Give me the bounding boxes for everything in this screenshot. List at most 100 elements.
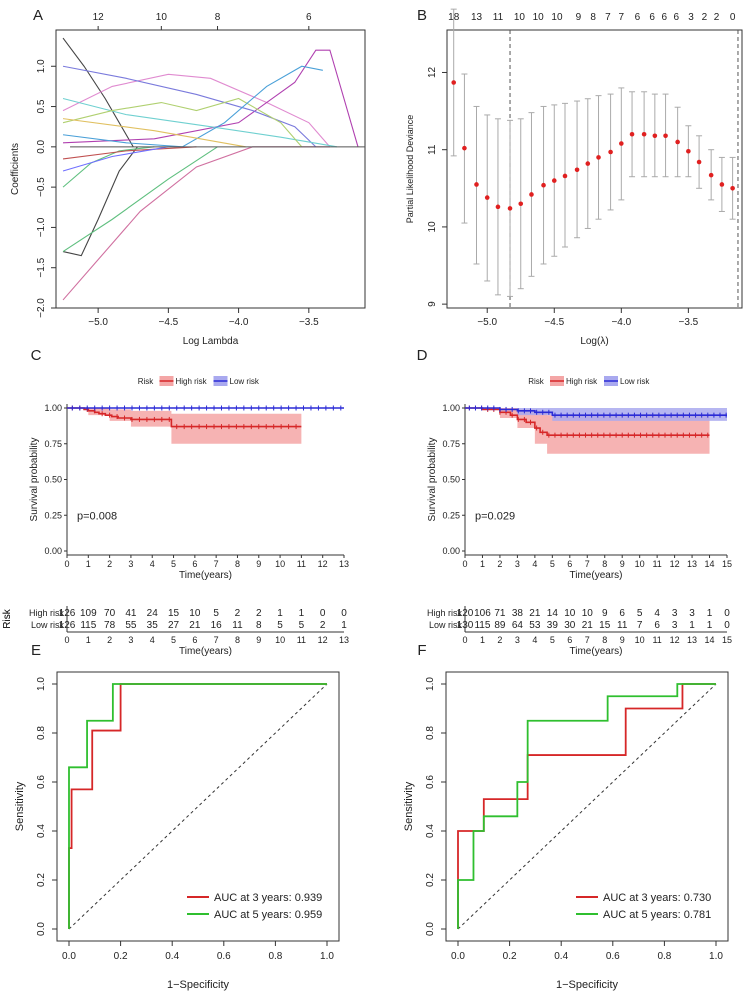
- deviance-point: [474, 182, 479, 187]
- risk-count: 35: [147, 620, 159, 631]
- y-tick-label: 10: [427, 221, 438, 233]
- top-count-label: 11: [493, 12, 504, 23]
- risk-count: 10: [582, 608, 594, 619]
- top-count-label: 13: [471, 12, 483, 23]
- y-tick-label: 0.0: [36, 922, 47, 936]
- top-count-label: 6: [661, 12, 667, 23]
- risk-count: 2: [235, 608, 241, 619]
- y-tick-label: 1.0: [36, 59, 47, 73]
- legend-label: AUC at 3 years: 0.730: [603, 892, 711, 904]
- risk-count: 11: [232, 620, 243, 631]
- roc-curve-5yr: [457, 683, 716, 929]
- deviance-point: [585, 161, 591, 166]
- x-tick-label: 6: [192, 559, 197, 569]
- deviance-point: [495, 204, 501, 210]
- risk-count: 15: [168, 608, 180, 619]
- panel-c-km-train: Risk High risk Low risk 0.00 0.25 0.50 0.75 1.0…: [2, 376, 349, 657]
- table-x-tick-label: 2: [107, 635, 112, 645]
- table-x-tick-label: 0: [462, 635, 467, 645]
- legend-label-low: Low risk: [620, 377, 650, 386]
- y-tick-label: 0.50: [442, 475, 460, 485]
- y-tick-label: 0.0: [36, 139, 47, 153]
- table-x-tick-label: 11: [652, 635, 661, 645]
- risk-count: 5: [637, 608, 643, 619]
- top-tick-label: 12: [93, 12, 105, 23]
- deviance-point: [719, 182, 725, 187]
- panel-e-roc-train: 0.0 0.2 0.4 0.6 0.8 1.0 0.0 0.2 0.4 0.6 0.8 1.0 1−Sp…: [14, 671, 340, 991]
- y-tick-label: −1.0: [36, 217, 47, 237]
- table-x-tick-label: 8: [602, 635, 607, 645]
- km-curve-high: [465, 407, 710, 436]
- km-curve-high: [67, 407, 302, 428]
- top-count-label: 2: [702, 12, 708, 23]
- y-tick-label: 0.75: [442, 439, 460, 449]
- x-tick-label: 0.4: [165, 951, 179, 962]
- risk-table-title: Risk: [2, 608, 13, 628]
- panel-d-km-test: Risk High risk Low risk 0.00 0.25 0.50 0.75 1.0…: [2, 376, 732, 657]
- table-x-tick-label: 7: [214, 635, 219, 645]
- plot-frame: [55, 29, 366, 309]
- x-tick-label: 0.8: [657, 951, 671, 962]
- risk-count: 21: [189, 620, 201, 631]
- coef-path-s10: [62, 146, 155, 188]
- y-axis-label: Sensitivity: [14, 781, 26, 831]
- x-tick-label: 10: [275, 559, 285, 569]
- risk-count: 8: [256, 620, 262, 631]
- risk-count: 71: [494, 608, 506, 619]
- deviance-point: [541, 182, 546, 188]
- table-x-tick-label: 4: [532, 635, 537, 645]
- x-axis-label: Log Lambda: [183, 336, 239, 347]
- top-count-label: 6: [649, 12, 655, 23]
- x-tick-label: 0.2: [114, 951, 128, 962]
- risk-count: 5: [299, 620, 305, 631]
- table-x-tick-label: 13: [687, 635, 697, 645]
- top-count-label: 7: [619, 12, 625, 23]
- x-tick-label: 15: [722, 559, 732, 569]
- x-tick-label: 1.0: [709, 951, 723, 962]
- table-x-tick-label: 6: [567, 635, 572, 645]
- risk-count: 0: [341, 608, 347, 619]
- table-x-tick-label: 4: [150, 635, 155, 645]
- legend-label-high: High risk: [176, 377, 208, 386]
- coef-path-s13: [62, 146, 197, 160]
- top-tick-label: 8: [215, 12, 221, 23]
- x-axis-label: 1−Specificity: [167, 979, 230, 991]
- risk-count: 39: [547, 620, 559, 631]
- top-tick-label: 6: [306, 12, 312, 23]
- top-count-label: 6: [674, 12, 680, 23]
- deviance-point: [675, 139, 680, 145]
- deviance-point: [484, 195, 490, 200]
- risk-count: 9: [602, 608, 608, 619]
- x-tick-label: 10: [635, 559, 645, 569]
- y-tick-label: 9: [427, 301, 438, 307]
- risk-count: 2: [256, 608, 262, 619]
- table-x-tick-label: 5: [171, 635, 176, 645]
- legend-label: AUC at 3 years: 0.939: [214, 892, 322, 904]
- risk-count: 10: [189, 608, 201, 619]
- y-tick-label: 1.00: [442, 403, 460, 413]
- x-axis-label: Time(years): [179, 570, 232, 581]
- risk-count: 41: [125, 608, 137, 619]
- top-count-label: 9: [576, 12, 582, 23]
- panel-f-roc-test: 0.0 0.2 0.4 0.6 0.8 1.0 0.0 0.2 0.4 0.6 0.8 1.0 1−Sp…: [403, 671, 729, 991]
- y-tick-label: −2.0: [36, 298, 47, 318]
- risk-count: 30: [564, 620, 576, 631]
- risk-legend: Risk High risk Low risk: [138, 376, 260, 386]
- roc-legend: AUC at 3 years: 0.939 AUC at 5 years: 0.9…: [187, 892, 322, 921]
- x-axis-label: Log(λ): [580, 336, 608, 347]
- risk-count: 1: [689, 620, 695, 631]
- x-tick-label: 3: [128, 559, 133, 569]
- p-value-label: p=0.029: [475, 511, 515, 523]
- panel-letter-F: F: [417, 642, 426, 659]
- coef-path-s11: [62, 146, 218, 253]
- risk-count: 38: [512, 608, 524, 619]
- deviance-point: [619, 141, 624, 146]
- coef-path-s8: [62, 97, 303, 148]
- panel-letter-E: E: [31, 642, 41, 659]
- table-x-axis-label: Time(years): [179, 646, 232, 657]
- x-tick-label: 4: [532, 559, 537, 569]
- y-tick-label: 0.5: [36, 99, 47, 113]
- x-tick-label: 13: [687, 559, 697, 569]
